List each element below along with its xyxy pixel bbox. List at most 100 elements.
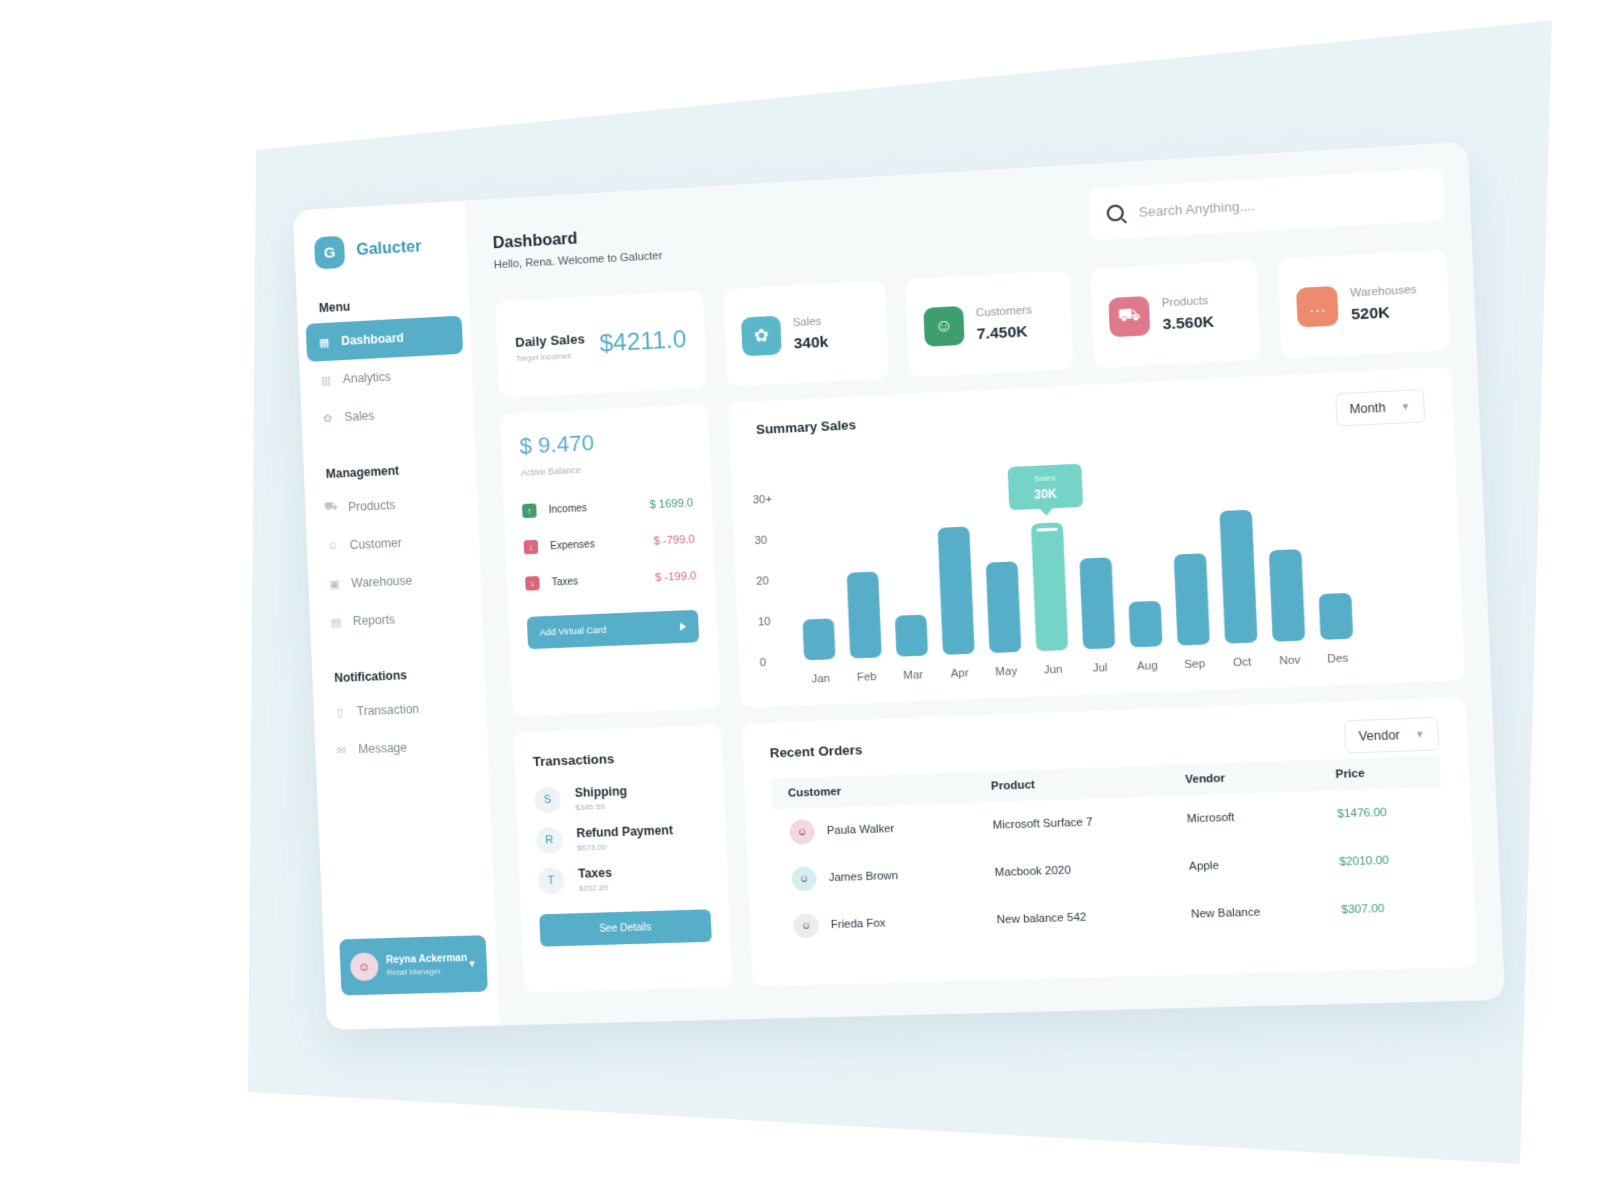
- box-icon: ▣: [328, 578, 340, 591]
- balance-sub: Active Balance: [520, 460, 691, 478]
- sidebar-item-label: Reports: [353, 612, 396, 628]
- vendor-dropdown[interactable]: Vendor ▼: [1344, 717, 1440, 754]
- section-label: Notifications: [312, 665, 485, 686]
- balance-card: $ 9.470 Active Balance ↑ Incomes $ 1699.0 ↓…: [500, 404, 720, 716]
- search-bar[interactable]: [1089, 168, 1445, 240]
- bar-jan: [802, 618, 835, 660]
- column-header-vendor[interactable]: Vendor: [1168, 760, 1319, 796]
- x-tick-label: Des: [1327, 652, 1349, 665]
- page-subtitle: Hello, Rena. Welcome to Galucter: [494, 250, 663, 272]
- header: Dashboard Hello, Rena. Welcome to Galuct…: [492, 213, 663, 271]
- customer: ☺ Frieda Fox: [793, 909, 964, 938]
- arrow-up-icon: ↑: [522, 503, 537, 518]
- transaction-amount: $202.89: [579, 883, 613, 893]
- see-details-button[interactable]: See Details: [539, 909, 712, 946]
- bar-feb: [847, 571, 882, 658]
- bar-oct: [1219, 510, 1257, 644]
- column-header-price[interactable]: Price: [1318, 756, 1441, 791]
- transaction-item[interactable]: S Shipping $345.59: [534, 781, 706, 813]
- sidebar-item-reports[interactable]: ▤ Reports: [309, 597, 483, 642]
- daily-sales-card: Daily Sales Target Incomes $4211.0: [495, 290, 707, 398]
- stat-label: Warehouses: [1350, 283, 1417, 299]
- transaction-item[interactable]: R Refund Payment $673.00: [536, 822, 708, 854]
- transaction-text: Taxes $202.89: [578, 866, 613, 893]
- x-tick-label: Sep: [1184, 658, 1205, 671]
- sidebar-item-label: Analytics: [343, 370, 392, 386]
- stat-text: Products 3.560K: [1161, 294, 1214, 333]
- daily-sales-sub: Target Incomes: [516, 350, 586, 363]
- cell-price: $307.00: [1323, 883, 1447, 935]
- stat-value: 520K: [1351, 302, 1418, 323]
- play-icon: [680, 622, 686, 630]
- balance-row-incomes: ↑ Incomes $ 1699.0: [522, 496, 694, 518]
- stat-card-warehouses[interactable]: … Warehouses 520K: [1278, 250, 1451, 359]
- sidebar-item-label: Products: [348, 498, 396, 514]
- cell-customer: ☺ Paula Walker: [772, 803, 977, 857]
- mail-icon: ✉: [335, 744, 347, 756]
- y-tick-label: 20: [756, 575, 769, 588]
- add-virtual-card-button[interactable]: Add Virtual Card: [527, 610, 699, 649]
- sidebar-item-message[interactable]: ✉ Message: [315, 725, 489, 769]
- customer: ☺ Paula Walker: [789, 815, 960, 845]
- balance-row-label: Expenses: [550, 539, 595, 552]
- sidebar-item-label: Warehouse: [351, 573, 412, 590]
- balance-row-taxes: ↓ Taxes $ -199.0: [525, 569, 697, 591]
- transaction-text: Shipping $345.59: [574, 784, 627, 812]
- transaction-amount: $345.59: [575, 801, 628, 812]
- cell-vendor: Apple: [1171, 839, 1323, 891]
- stat-card-sales[interactable]: ✿ Sales 340k: [723, 280, 888, 386]
- arrow-down-icon: ↓: [525, 576, 540, 591]
- daily-sales-value: $4211.0: [599, 326, 687, 359]
- stat-text: Warehouses 520K: [1350, 283, 1418, 323]
- sidebar-item-sales[interactable]: ✿ Sales: [301, 391, 475, 438]
- cell-price: $2010.00: [1321, 835, 1445, 887]
- recent-orders-card: Recent Orders Vendor ▼ Customer Product Ve…: [742, 697, 1478, 986]
- transaction-letter: T: [537, 867, 564, 894]
- balance-row-label: Incomes: [548, 503, 587, 516]
- tooltip-value: 30K: [1034, 486, 1058, 502]
- stat-card-customers[interactable]: ☺ Customers 7.450K: [905, 270, 1073, 377]
- y-tick-label: 30+: [753, 493, 773, 506]
- customer-avatar: ☺: [793, 913, 819, 938]
- chevron-down-icon: ▼: [1401, 401, 1411, 412]
- customer-avatar: ☺: [791, 866, 817, 891]
- chart-icon: ▥: [320, 374, 332, 387]
- sidebar-nav: Menu ▦ Dashboard ▥ Analytics ✿ Sales Management…: [297, 293, 489, 770]
- chevron-down-icon: ▼: [1415, 729, 1425, 740]
- sidebar-item-label: Dashboard: [341, 331, 404, 348]
- grid-icon: ▦: [318, 336, 330, 349]
- transactions-list: S Shipping $345.59 R Refund Payment $673.00 T T…: [534, 781, 710, 894]
- transaction-letter: R: [536, 827, 563, 854]
- sidebar-item-label: Sales: [344, 409, 375, 425]
- recent-orders-title: Recent Orders: [769, 721, 1439, 761]
- bar-jul: [1079, 557, 1115, 649]
- cell-price: $1476.00: [1319, 787, 1443, 839]
- month-dropdown-label: Month: [1349, 400, 1386, 416]
- cell-customer: ☺ Frieda Fox: [776, 897, 981, 950]
- tooltip-pointer: [1040, 508, 1053, 516]
- search-input[interactable]: [1138, 188, 1426, 220]
- customer-avatar: ☺: [789, 819, 815, 844]
- user-avatar: ☺: [350, 952, 379, 981]
- section-label: Management: [304, 460, 477, 482]
- brand-logo: G: [314, 236, 345, 270]
- x-tick-label: Oct: [1233, 656, 1252, 669]
- sidebar-item-label: Message: [358, 741, 407, 757]
- badge-icon: ✿: [741, 316, 782, 357]
- cart-icon: ⛟: [325, 502, 337, 515]
- brand[interactable]: G Galucter: [294, 225, 468, 275]
- user-card[interactable]: ☺ Reyna Ackerman Retail Manager ▼: [339, 935, 488, 995]
- month-dropdown[interactable]: Month ▼: [1335, 389, 1425, 427]
- stat-cards: ✿ Sales 340k ☺ Customers 7.450K ⛟ Products 3.560…: [723, 250, 1450, 387]
- daily-sales-label: Daily Sales: [515, 331, 585, 350]
- document-icon: ▤: [330, 616, 342, 629]
- page-title: Dashboard: [493, 226, 662, 254]
- bar-mar: [895, 615, 928, 657]
- bar-nov: [1269, 549, 1305, 642]
- orders-table-body: ☺ Paula Walker Microsoft Surface 7 Microsof…: [772, 787, 1447, 950]
- stat-card-products[interactable]: ⛟ Products 3.560K: [1090, 260, 1260, 368]
- summary-sales-chart: 010203030+Jan Feb Mar Apr May JunSales30KJul A…: [751, 430, 1373, 693]
- sidebar-item-transaction[interactable]: ▯ Transaction: [313, 687, 487, 732]
- transaction-item[interactable]: T Taxes $202.89: [537, 863, 709, 895]
- bar-may: [986, 561, 1022, 653]
